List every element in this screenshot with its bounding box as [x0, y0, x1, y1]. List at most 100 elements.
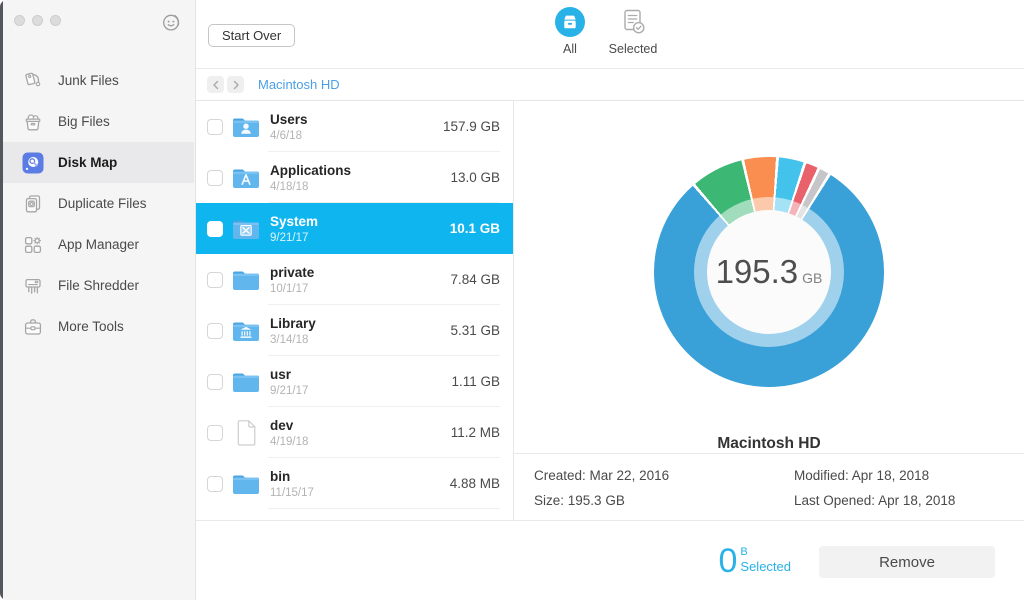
row-checkbox[interactable] [207, 169, 223, 186]
detail-panel: 195.3 GB Macintosh HD Created: Mar 22, 2… [514, 101, 1024, 520]
detail-value: Apr 18, 2018 [878, 493, 956, 508]
row-meta: Users 4/6/18 [270, 112, 443, 142]
total-size-unit: GB [802, 270, 823, 286]
row-meta: bin 11/15/17 [270, 469, 450, 499]
row-separator [268, 457, 500, 458]
back-button[interactable] [207, 76, 224, 93]
zoom-button[interactable] [50, 15, 61, 26]
sidebar-item-label: Big Files [58, 114, 110, 129]
folder-icon [230, 470, 262, 497]
row-separator [268, 304, 500, 305]
folder-users-icon [230, 113, 262, 140]
row-meta: private 10/1/17 [270, 265, 450, 295]
main-content: Start Over All [196, 0, 1024, 600]
file-date: 9/21/17 [270, 231, 309, 244]
folder-system-icon [230, 215, 262, 242]
detail-field-size: Size: 195.3 GB [534, 492, 794, 509]
file-icon [230, 419, 262, 446]
row-meta: System 9/21/17 [270, 214, 450, 244]
file-row-usr[interactable]: usr 9/21/17 1.11 GB [196, 356, 513, 407]
sidebar-item-disk-map[interactable]: Disk Map [0, 142, 194, 183]
support-smiley-icon[interactable] [160, 11, 182, 33]
tab-all-label: All [563, 42, 577, 56]
file-size: 13.0 GB [450, 170, 500, 185]
sidebar-item-label: Disk Map [58, 155, 118, 170]
selected-size-value: 0 [718, 542, 738, 580]
row-checkbox[interactable] [207, 220, 223, 237]
sidebar-item-junk-files[interactable]: Junk Files [0, 60, 194, 101]
file-name: Applications [270, 162, 352, 178]
sidebar-item-label: More Tools [58, 319, 124, 334]
file-row-dev[interactable]: dev 4/19/18 11.2 MB [196, 407, 513, 458]
row-checkbox[interactable] [207, 475, 223, 492]
file-size: 11.2 MB [450, 425, 500, 440]
file-date: 4/6/18 [270, 129, 302, 142]
disk-usage-donut-chart[interactable]: 195.3 GB [654, 157, 884, 387]
tab-selected[interactable]: Selected [604, 7, 662, 56]
row-meta: Library 3/14/18 [270, 316, 450, 346]
row-checkbox[interactable] [207, 118, 223, 135]
body-split: Users 4/6/18 157.9 GB Applications 4/18/18 1… [196, 101, 1024, 520]
sidebar-item-more-tools[interactable]: More Tools [0, 306, 194, 347]
file-size: 7.84 GB [450, 272, 500, 287]
window-edge [0, 0, 3, 600]
donut-center: 195.3 GB [707, 210, 831, 334]
row-checkbox[interactable] [207, 373, 223, 390]
file-size: 4.88 MB [449, 476, 500, 491]
file-name: Library [270, 315, 316, 331]
selected-size-summary: 0 B Selected [718, 543, 791, 579]
row-checkbox[interactable] [207, 424, 223, 441]
file-row-library[interactable]: Library 3/14/18 5.31 GB [196, 305, 513, 356]
app-manager-icon [22, 234, 44, 256]
detail-label: Modified: [794, 468, 849, 483]
file-size: 1.11 GB [451, 374, 500, 389]
file-date: 4/19/18 [270, 435, 309, 448]
row-separator [268, 355, 500, 356]
sidebar-item-app-manager[interactable]: App Manager [0, 224, 194, 265]
file-row-bin[interactable]: bin 11/15/17 4.88 MB [196, 458, 513, 509]
sidebar-item-label: Duplicate Files [58, 196, 147, 211]
sidebar-item-big-files[interactable]: Big Files [0, 101, 194, 142]
sidebar-nav: Junk Files Big Files Disk Map Duplicate … [0, 60, 194, 347]
sidebar-item-label: File Shredder [58, 278, 140, 293]
file-row-system[interactable]: System 9/21/17 10.1 GB [196, 203, 513, 254]
detail-label: Created: [534, 468, 586, 483]
sidebar-item-label: Junk Files [58, 73, 119, 88]
remove-button[interactable]: Remove [819, 546, 995, 578]
total-size-value: 195.3 [715, 253, 799, 290]
breadcrumb[interactable]: Macintosh HD [258, 77, 340, 92]
traffic-lights [14, 15, 61, 26]
file-row-private[interactable]: private 10/1/17 7.84 GB [196, 254, 513, 305]
junk-files-icon [22, 70, 44, 92]
sidebar-item-label: App Manager [58, 237, 140, 252]
close-button[interactable] [14, 15, 25, 26]
detail-label: Last Opened: [794, 493, 876, 508]
duplicate-files-icon [22, 193, 44, 215]
file-name: dev [270, 417, 294, 433]
tab-all[interactable]: All [541, 7, 599, 56]
file-date: 3/14/18 [270, 333, 309, 346]
row-separator [268, 151, 500, 152]
file-list: Users 4/6/18 157.9 GB Applications 4/18/18 1… [196, 101, 514, 520]
file-row-applications[interactable]: Applications 4/18/18 13.0 GB [196, 152, 513, 203]
start-over-button[interactable]: Start Over [208, 24, 296, 47]
folder-applications-icon [230, 164, 262, 191]
file-name: Users [270, 111, 308, 127]
file-date: 10/1/17 [270, 282, 309, 295]
detail-value: Apr 18, 2018 [851, 468, 930, 483]
sidebar-item-file-shredder[interactable]: File Shredder [0, 265, 194, 306]
sidebar-item-duplicate-files[interactable]: Duplicate Files [0, 183, 194, 224]
file-size: 157.9 GB [442, 119, 500, 134]
file-date: 4/18/18 [270, 180, 309, 193]
row-checkbox[interactable] [207, 322, 223, 339]
forward-button[interactable] [227, 76, 244, 93]
folder-icon [230, 266, 262, 293]
detail-field-modified: Modified: Apr 18, 2018 [794, 467, 1008, 484]
file-row-users[interactable]: Users 4/6/18 157.9 GB [196, 101, 513, 152]
minimize-button[interactable] [32, 15, 43, 26]
file-date: 9/21/17 [270, 384, 309, 397]
breadcrumb-bar: Macintosh HD [196, 69, 1024, 101]
sidebar: Junk Files Big Files Disk Map Duplicate … [0, 0, 196, 600]
row-checkbox[interactable] [207, 271, 223, 288]
all-box-icon [555, 7, 585, 37]
